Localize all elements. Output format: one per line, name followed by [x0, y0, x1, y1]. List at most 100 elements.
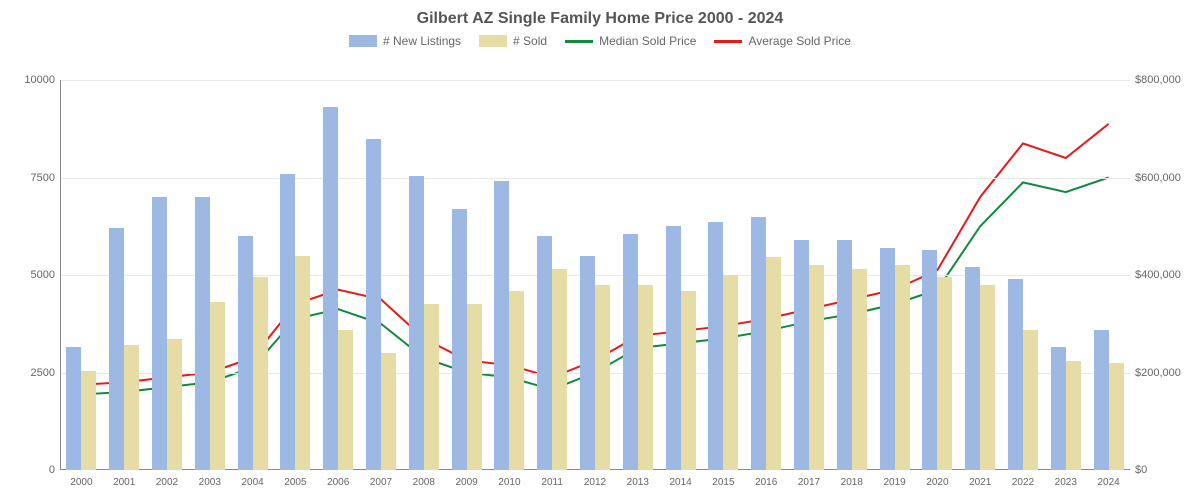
x-axis-tick-label: 2016	[755, 477, 777, 488]
legend-item: # Sold	[479, 34, 547, 48]
bar	[751, 217, 766, 471]
bar	[452, 209, 467, 470]
bar	[895, 265, 910, 470]
bar	[494, 181, 509, 470]
x-axis-tick-label: 2007	[370, 477, 392, 488]
x-axis-tick-label: 2003	[199, 477, 221, 488]
chart-title: Gilbert AZ Single Family Home Price 2000…	[0, 0, 1200, 28]
bar	[1023, 330, 1038, 470]
x-axis-tick-label: 2019	[883, 477, 905, 488]
x-axis-tick-label: 2013	[627, 477, 649, 488]
bar	[109, 228, 124, 470]
bar	[195, 197, 210, 470]
bar	[580, 256, 595, 471]
y-axis-tick-label: 7500	[15, 172, 55, 184]
x-axis-tick-label: 2020	[926, 477, 948, 488]
bar	[638, 285, 653, 470]
bar	[1094, 330, 1109, 470]
y-axis-tick-label: 10000	[15, 74, 55, 86]
bar	[1066, 361, 1081, 470]
bar	[852, 269, 867, 470]
bar	[681, 291, 696, 470]
gridline	[60, 80, 1130, 81]
bar	[253, 277, 268, 470]
x-axis-tick-label: 2012	[584, 477, 606, 488]
bar	[809, 265, 824, 470]
x-axis-tick-label: 2021	[969, 477, 991, 488]
legend-item: # New Listings	[349, 34, 461, 48]
bar	[595, 285, 610, 470]
x-axis-tick-label: 2024	[1097, 477, 1119, 488]
x-axis-tick-label: 2005	[284, 477, 306, 488]
legend-item: Median Sold Price	[565, 34, 696, 48]
legend-label: Median Sold Price	[599, 34, 696, 48]
legend-swatch	[565, 40, 593, 43]
plot-area: 025005000750010000$0$200,000$400,000$600…	[60, 80, 1130, 470]
bar	[238, 236, 253, 470]
bar	[922, 250, 937, 470]
x-axis-tick-label: 2014	[669, 477, 691, 488]
bar	[766, 257, 781, 470]
legend-swatch	[479, 35, 507, 47]
legend-swatch	[714, 40, 742, 43]
gridline	[60, 178, 1130, 179]
y-axis-tick-label: 2500	[15, 367, 55, 379]
bar	[167, 339, 182, 470]
bar	[880, 248, 895, 470]
x-axis-tick-label: 2010	[498, 477, 520, 488]
bar	[409, 176, 424, 470]
x-axis-tick-label: 2008	[413, 477, 435, 488]
legend: # New Listings # Sold Median Sold Price Ave…	[0, 34, 1200, 48]
bar	[509, 291, 524, 470]
bar	[323, 107, 338, 470]
bar	[552, 269, 567, 470]
y2-axis-tick-label: $200,000	[1135, 367, 1195, 379]
bar	[81, 371, 96, 470]
legend-swatch	[349, 35, 377, 47]
x-axis-tick-label: 2000	[70, 477, 92, 488]
y2-axis-tick-label: $800,000	[1135, 74, 1195, 86]
x-axis-tick-label: 2023	[1055, 477, 1077, 488]
bar	[965, 267, 980, 470]
x-axis-tick-label: 2006	[327, 477, 349, 488]
x-axis-tick-label: 2011	[541, 477, 563, 488]
bar	[980, 285, 995, 470]
y-axis-tick-label: 0	[15, 464, 55, 476]
bar	[708, 222, 723, 470]
bar	[1051, 347, 1066, 470]
x-axis-tick-label: 2001	[113, 477, 135, 488]
legend-label: # Sold	[513, 34, 547, 48]
bar	[1008, 279, 1023, 470]
y-axis-tick-label: 5000	[15, 269, 55, 281]
bar	[723, 275, 738, 470]
x-axis-tick-label: 2015	[712, 477, 734, 488]
bar	[152, 197, 167, 470]
chart-container: Gilbert AZ Single Family Home Price 2000…	[0, 0, 1200, 500]
bar	[381, 353, 396, 470]
bar	[295, 256, 310, 471]
x-axis-tick-label: 2018	[841, 477, 863, 488]
legend-item: Average Sold Price	[714, 34, 851, 48]
y2-axis-tick-label: $0	[1135, 464, 1195, 476]
bar	[424, 304, 439, 470]
x-axis-tick-label: 2004	[241, 477, 263, 488]
bar	[666, 226, 681, 470]
bar	[66, 347, 81, 470]
y2-axis-tick-label: $600,000	[1135, 172, 1195, 184]
bar	[537, 236, 552, 470]
y2-axis-tick-label: $400,000	[1135, 269, 1195, 281]
bar	[623, 234, 638, 470]
bar	[837, 240, 852, 470]
legend-label: Average Sold Price	[748, 34, 851, 48]
bar	[366, 139, 381, 471]
bar	[124, 345, 139, 470]
x-axis-tick-label: 2002	[156, 477, 178, 488]
bar	[794, 240, 809, 470]
bar	[937, 277, 952, 470]
x-axis-tick-label: 2017	[798, 477, 820, 488]
bar	[338, 330, 353, 470]
bar	[1109, 363, 1124, 470]
legend-label: # New Listings	[383, 34, 461, 48]
x-axis-tick-label: 2009	[455, 477, 477, 488]
x-axis-tick-label: 2022	[1012, 477, 1034, 488]
